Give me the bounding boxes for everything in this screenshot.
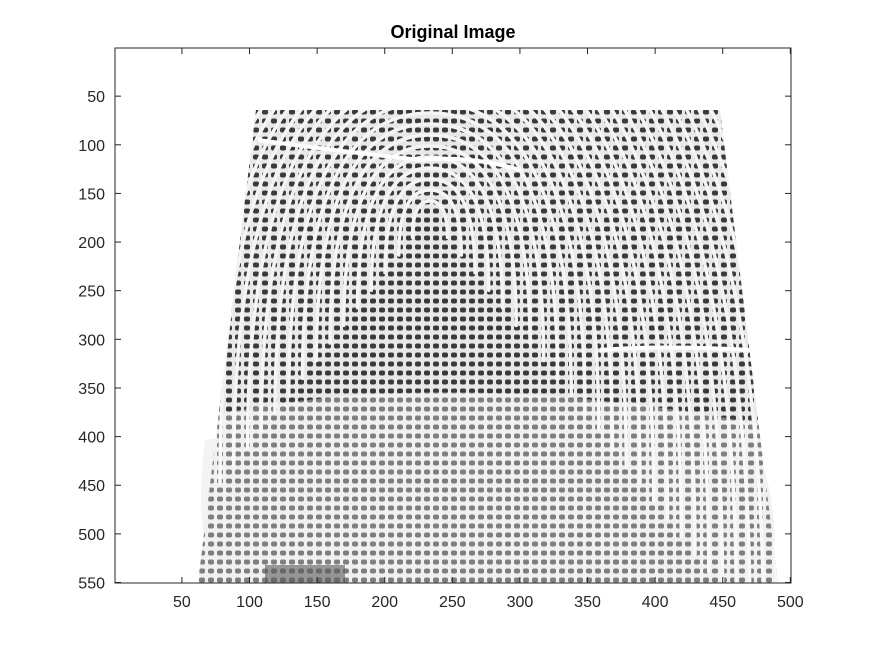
x-axis: 50 100 150 200 250 300 350 400 450 500 xyxy=(173,48,804,611)
y-tick-label: 250 xyxy=(78,284,105,301)
x-tick-label: 50 xyxy=(173,594,191,611)
y-tick-label: 100 xyxy=(78,138,105,155)
ridge-line xyxy=(245,110,615,451)
y-axis: 50 100 150 200 250 300 350 400 450 500 550 xyxy=(78,89,791,593)
ridge-line xyxy=(259,110,601,433)
x-tick-label: 350 xyxy=(574,594,601,611)
ridge-line xyxy=(300,111,560,380)
x-tick-label: 250 xyxy=(439,594,466,611)
ridge-line xyxy=(355,155,505,310)
ridge-line xyxy=(232,110,628,468)
ridge-line xyxy=(218,110,642,486)
ridge-line xyxy=(273,110,587,416)
ridge-line xyxy=(328,133,532,345)
axes-box xyxy=(114,47,792,584)
ridge-line xyxy=(198,110,752,583)
ridge-line xyxy=(287,110,573,398)
y-tick-label: 400 xyxy=(78,430,105,447)
y-tick-label: 500 xyxy=(78,527,105,544)
ridge-line xyxy=(198,110,766,583)
ridge-line xyxy=(198,110,711,574)
ridge-line xyxy=(342,144,518,328)
ridge-line xyxy=(198,110,738,583)
x-tick-label: 150 xyxy=(304,594,331,611)
y-tick-label: 50 xyxy=(87,89,105,106)
y-tick-label: 200 xyxy=(78,235,105,252)
x-tick-label: 400 xyxy=(642,594,669,611)
ridge-line xyxy=(314,122,546,363)
ridge-line xyxy=(369,166,491,292)
y-tick-label: 550 xyxy=(78,576,105,593)
chart-title: Original Image xyxy=(390,22,515,42)
x-tick-label: 500 xyxy=(777,594,804,611)
ridge-line xyxy=(383,177,477,275)
x-tick-label: 450 xyxy=(709,594,736,611)
x-tick-label: 200 xyxy=(371,594,398,611)
ridge-line xyxy=(397,188,463,257)
y-tick-label: 300 xyxy=(78,332,105,349)
ridge-line xyxy=(198,110,725,583)
y-tick-label: 350 xyxy=(78,381,105,398)
x-tick-label: 300 xyxy=(507,594,534,611)
ridge-line xyxy=(410,199,450,240)
y-tick-label: 150 xyxy=(78,186,105,203)
x-tick-label: 100 xyxy=(236,594,263,611)
ridge-line xyxy=(198,110,697,556)
y-tick-label: 450 xyxy=(78,478,105,495)
